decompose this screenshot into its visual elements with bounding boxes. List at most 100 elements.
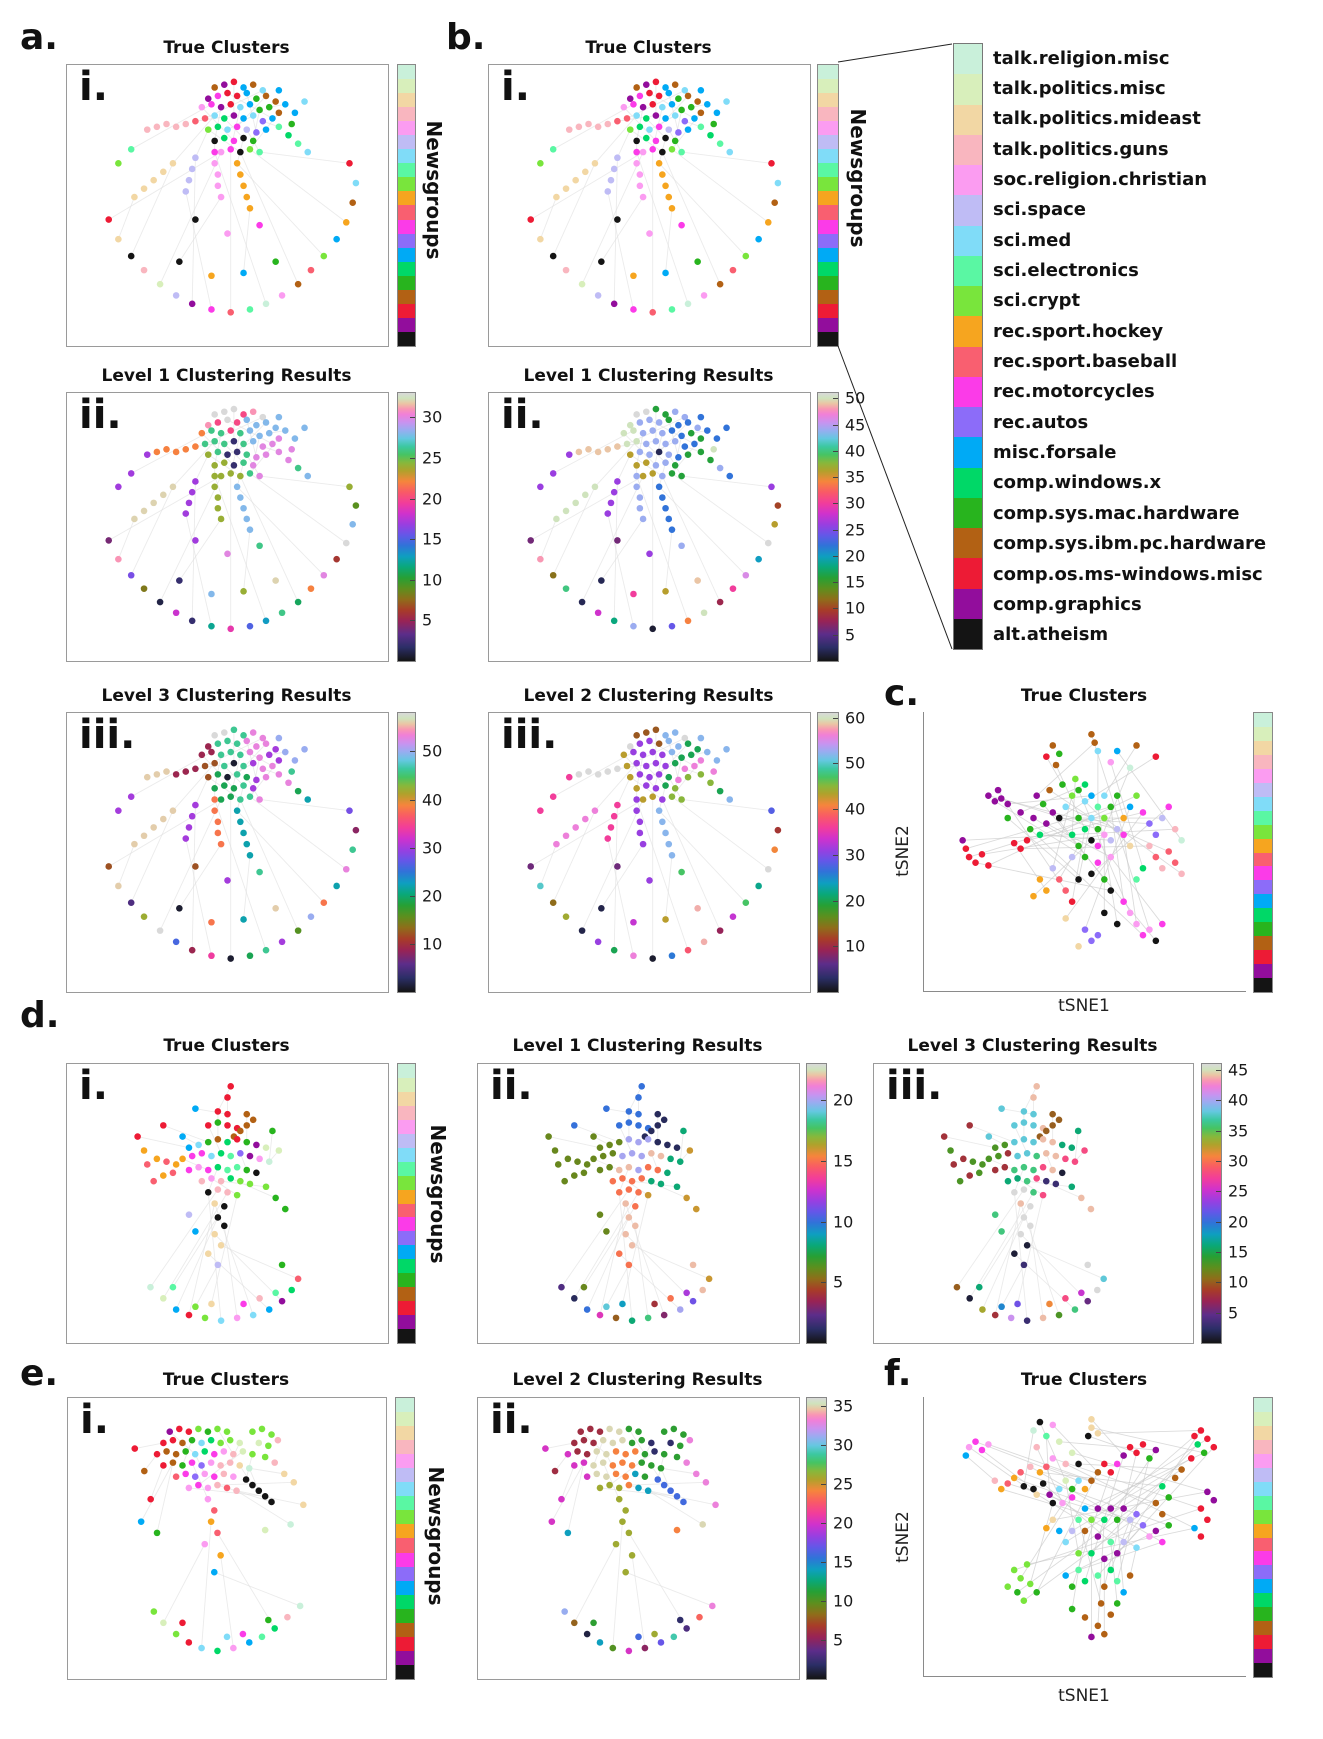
data-point: [652, 78, 660, 86]
data-point: [950, 1161, 958, 1168]
data-point: [537, 483, 544, 491]
data-point: [678, 106, 685, 114]
data-point: [702, 1479, 710, 1486]
graph-edges: [108, 409, 350, 629]
data-point: [991, 1144, 999, 1151]
data-point: [185, 1639, 193, 1646]
colorbar-tick: [1216, 1191, 1221, 1193]
colorbar-cell: [1254, 740, 1272, 755]
data-point: [649, 101, 657, 108]
data-point: [604, 445, 612, 453]
data-point: [1120, 898, 1127, 906]
data-point: [1020, 1108, 1028, 1115]
data-point: [660, 1428, 668, 1436]
legend-label: sci.med: [993, 229, 1072, 251]
data-point: [646, 89, 653, 97]
data-point: [169, 1459, 177, 1466]
data-point: [684, 300, 692, 308]
colorbar-cell: [396, 1566, 414, 1581]
data-point: [201, 762, 209, 770]
colorbar-tick-label: 15: [833, 1151, 854, 1171]
data-point: [172, 1306, 180, 1313]
data-point: [220, 729, 228, 736]
data-point: [1023, 1177, 1031, 1185]
data-point: [671, 729, 679, 736]
data-point: [201, 1314, 209, 1322]
data-point: [646, 230, 653, 237]
data-point: [1017, 1200, 1025, 1207]
data-point: [612, 1470, 620, 1478]
data-point: [291, 757, 299, 764]
data-point: [1139, 931, 1147, 939]
legend-swatch: [954, 497, 982, 528]
data-point: [294, 280, 302, 288]
data-point: [214, 182, 222, 190]
data-point: [596, 1428, 604, 1436]
data-point: [654, 1138, 662, 1146]
data-point: [646, 416, 653, 424]
data-point: [636, 171, 644, 178]
data-point: [227, 146, 235, 153]
data-point: [662, 916, 669, 923]
data-point: [1023, 1317, 1031, 1324]
data-point: [694, 424, 701, 432]
data-point: [1088, 1549, 1095, 1557]
data-point: [182, 1470, 189, 1478]
colorbar-newsgroups-a1: [397, 64, 416, 347]
data-point: [1004, 1480, 1012, 1487]
data-point: [764, 865, 772, 873]
data-point: [713, 109, 721, 117]
colorbar-tick-label: 50: [845, 753, 866, 773]
data-point: [625, 1214, 633, 1221]
data-point: [622, 1473, 629, 1480]
legend-swatch: [954, 286, 982, 317]
scatter-plot-d2: ii.: [477, 1063, 800, 1344]
data-point: [710, 120, 717, 128]
data-point: [966, 1172, 973, 1179]
data-point: [969, 1158, 977, 1165]
data-point: [1152, 831, 1160, 839]
data-point: [217, 840, 225, 848]
data-point: [642, 408, 650, 416]
data-point: [224, 416, 231, 424]
data-point: [230, 462, 238, 469]
data-point: [635, 1189, 642, 1196]
data-point: [603, 1473, 610, 1480]
data-point: [652, 759, 660, 767]
data-point: [709, 1602, 716, 1610]
data-point: [959, 837, 966, 844]
colorbar-tick-label: 5: [845, 625, 856, 645]
data-point: [227, 427, 235, 434]
data-point: [771, 846, 778, 854]
data-point: [211, 1200, 218, 1207]
data-point: [1100, 1275, 1107, 1283]
colorbar-cell: [398, 303, 415, 318]
data-point: [240, 1300, 247, 1308]
data-point: [172, 1473, 180, 1480]
data-point: [220, 81, 228, 88]
data-point: [542, 1445, 549, 1452]
colorbar-tick: [833, 424, 838, 426]
data-point: [675, 421, 682, 429]
legend-swatch: [954, 376, 982, 407]
data-point: [140, 585, 148, 592]
data-point: [962, 845, 970, 853]
data-point: [207, 1518, 215, 1525]
title-b3: Level 2 Clustering Results: [523, 686, 774, 706]
data-point: [131, 193, 138, 201]
data-point: [599, 1436, 607, 1444]
data-point: [716, 598, 724, 606]
data-point: [683, 1459, 690, 1466]
data-point: [995, 1152, 1002, 1160]
data-point: [670, 1633, 678, 1641]
data-point: [1046, 786, 1053, 794]
data-point: [659, 494, 666, 501]
data-point: [639, 751, 647, 759]
data-point: [115, 807, 122, 814]
data-point: [614, 216, 621, 223]
data-point: [681, 86, 689, 94]
data-point: [694, 98, 701, 105]
data-point: [288, 1286, 295, 1294]
data-point: [195, 1163, 202, 1171]
data-point: [227, 793, 235, 800]
